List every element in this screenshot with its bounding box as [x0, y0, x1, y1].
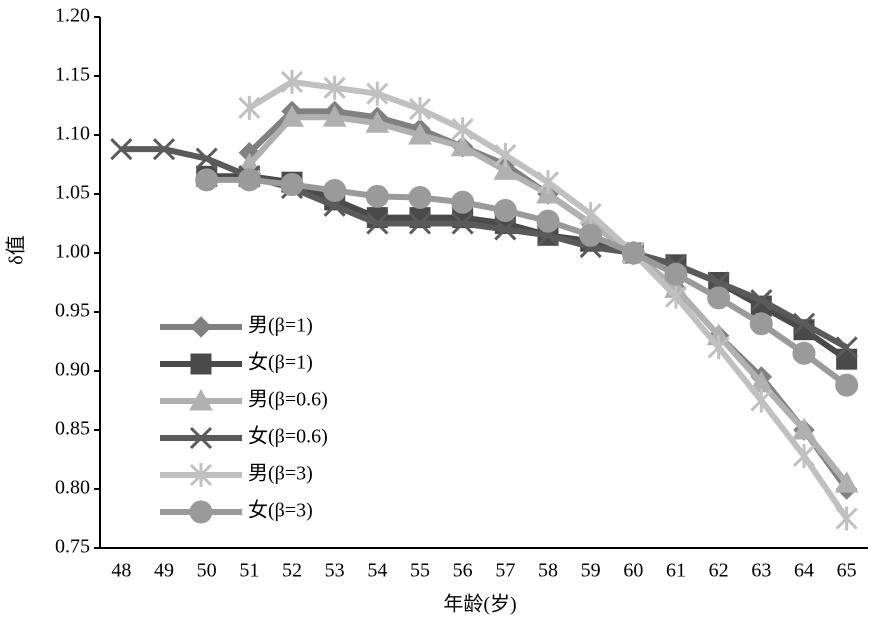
- legend-label: 女(β=1): [248, 351, 313, 374]
- marker: [408, 186, 432, 210]
- y-tick-label: 1.00: [55, 241, 90, 263]
- series-line: [206, 176, 849, 388]
- marker: [450, 134, 475, 157]
- marker: [451, 117, 474, 142]
- series: [238, 69, 858, 531]
- marker: [792, 443, 816, 468]
- y-tick-label: 0.80: [55, 477, 90, 499]
- marker: [280, 69, 304, 94]
- y-tick-label: 1.15: [55, 64, 90, 86]
- marker: [238, 95, 261, 120]
- marker: [237, 168, 261, 192]
- marker: [408, 97, 432, 122]
- x-tick-label: 50: [197, 560, 217, 582]
- marker: [835, 373, 859, 397]
- marker: [110, 138, 133, 161]
- x-axis-label: 年龄(岁): [443, 593, 516, 616]
- marker: [493, 199, 517, 223]
- marker: [451, 212, 474, 235]
- y-tick-label: 0.75: [55, 536, 90, 558]
- marker: [664, 284, 688, 309]
- y-tick-label: 0.90: [55, 359, 90, 381]
- marker: [323, 75, 346, 100]
- marker: [707, 286, 731, 310]
- marker: [792, 341, 816, 365]
- marker: [750, 388, 773, 413]
- marker: [579, 202, 602, 227]
- x-tick-label: 48: [111, 560, 131, 582]
- legend-label: 女(β=3): [248, 499, 313, 522]
- marker: [493, 158, 518, 180]
- marker: [750, 289, 773, 312]
- legend-label: 男(β=1): [248, 315, 313, 337]
- x-tick-label: 51: [239, 560, 259, 582]
- y-axis-label: δ值: [5, 235, 28, 264]
- marker: [536, 209, 560, 233]
- marker: [322, 105, 347, 127]
- x-tick-label: 55: [410, 560, 430, 582]
- marker: [792, 312, 816, 335]
- marker: [365, 111, 390, 133]
- marker: [195, 147, 218, 170]
- marker: [834, 471, 859, 493]
- y-tick-label: 1.05: [55, 182, 90, 204]
- y-tick-label: 0.85: [55, 418, 90, 440]
- marker: [280, 105, 304, 127]
- x-tick-label: 57: [495, 560, 515, 582]
- marker: [190, 316, 212, 338]
- marker: [280, 173, 304, 197]
- marker: [408, 122, 432, 145]
- marker: [835, 506, 858, 531]
- marker: [189, 388, 213, 411]
- marker: [189, 426, 213, 450]
- marker: [835, 336, 858, 359]
- marker: [152, 138, 176, 161]
- marker: [366, 212, 389, 235]
- marker: [366, 81, 389, 106]
- marker: [536, 170, 560, 195]
- x-tick-label: 62: [709, 560, 729, 582]
- x-tick-label: 61: [666, 560, 686, 582]
- legend-label: 男(β=3): [248, 463, 313, 485]
- x-tick-label: 64: [794, 560, 814, 582]
- y-tick-label: 0.95: [55, 300, 90, 322]
- marker: [323, 178, 347, 202]
- x-tick-label: 49: [154, 560, 174, 582]
- marker: [190, 353, 212, 375]
- x-tick-label: 65: [837, 560, 857, 582]
- x-tick-label: 53: [325, 560, 345, 582]
- marker: [494, 218, 517, 241]
- x-tick-label: 56: [453, 560, 473, 582]
- marker: [836, 348, 858, 370]
- x-tick-label: 54: [367, 560, 387, 582]
- y-tick-label: 1.10: [55, 123, 90, 145]
- series: [195, 168, 859, 397]
- marker: [792, 417, 816, 440]
- x-tick-label: 52: [282, 560, 302, 582]
- marker: [707, 335, 730, 360]
- y-tick-label: 1.20: [55, 5, 90, 27]
- marker: [749, 312, 773, 336]
- legend-label: 女(β=0.6): [248, 425, 328, 448]
- marker: [189, 500, 213, 524]
- marker: [621, 241, 645, 265]
- series: [196, 165, 858, 370]
- marker: [189, 463, 213, 487]
- x-tick-label: 59: [581, 560, 601, 582]
- legend-label: 男(β=0.6): [248, 389, 328, 411]
- marker: [579, 223, 603, 247]
- marker: [365, 184, 389, 208]
- x-tick-label: 58: [538, 560, 558, 582]
- marker: [408, 212, 432, 235]
- x-tick-label: 63: [751, 560, 771, 582]
- x-tick-label: 60: [623, 560, 643, 582]
- marker: [664, 262, 688, 286]
- marker: [451, 190, 475, 214]
- marker: [195, 168, 219, 192]
- marker: [494, 143, 517, 168]
